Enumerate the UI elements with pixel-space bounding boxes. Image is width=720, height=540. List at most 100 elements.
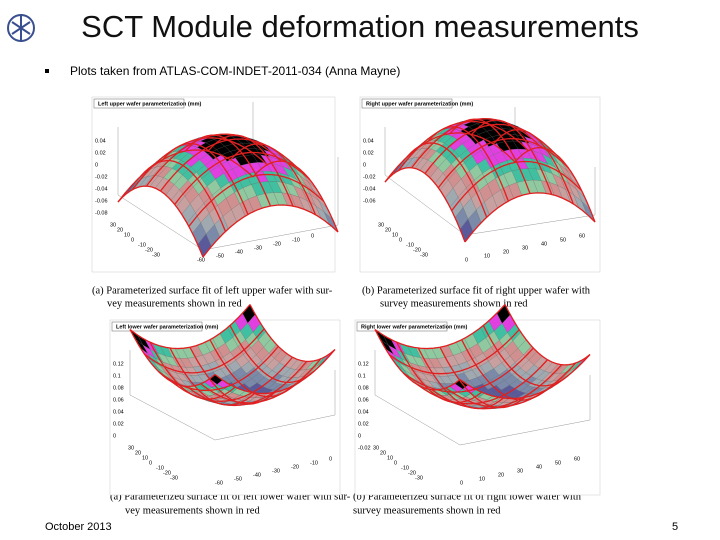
y-tick-label: 10 (392, 232, 398, 238)
y-tick-label: -30 (170, 475, 178, 481)
y-tick-label: 20 (385, 227, 391, 233)
x-tick-label: 30 (522, 245, 528, 251)
x-tick-label: -30 (254, 245, 262, 251)
bullet-text: Plots taken from ATLAS-COM-INDET-2011-03… (70, 64, 400, 78)
plot-title-box (356, 321, 448, 332)
plot-panel: Right upper wafer parameterization (mm) 0… (359, 96, 601, 273)
z-tick-label: 0.08 (358, 385, 369, 391)
x-tick-label: -40 (253, 472, 261, 478)
caption: vey measurements shown in red (125, 505, 260, 516)
plot-title: Right upper wafer parameterization (mm) (366, 101, 473, 107)
x-tick-label: -10 (292, 237, 300, 243)
bullet-mark (45, 69, 49, 73)
x-tick-label: 40 (541, 241, 547, 247)
survey-line (492, 128, 574, 205)
z-tick-label: 0.08 (113, 385, 124, 391)
plot-title-box (361, 98, 453, 109)
y-tick-label: -30 (420, 252, 428, 258)
z-tick-label: 0.02 (95, 150, 106, 156)
survey-line (459, 354, 591, 400)
z-tick-label: 0.1 (358, 373, 366, 379)
y-tick-label: 0 (131, 237, 134, 243)
y-tick-label: -10 (401, 465, 409, 471)
y-tick-label: -30 (415, 475, 423, 481)
y-tick-label: -20 (145, 247, 153, 253)
x-tick-label: 20 (498, 472, 504, 478)
y-tick-label: 10 (124, 232, 130, 238)
survey-line (514, 147, 596, 223)
z-tick-label: -0.04 (363, 186, 376, 192)
z-tick-label: -0.06 (95, 198, 108, 204)
y-tick-label: -10 (156, 465, 164, 471)
y-tick-label: -20 (163, 470, 171, 476)
z-tick-label: 0.12 (358, 361, 369, 367)
plot-panel: Right lower wafer parameterization (mm) 0… (354, 304, 601, 496)
x-tick-label: -10 (310, 460, 318, 466)
y-tick-label: -30 (152, 252, 160, 258)
logo (7, 14, 35, 42)
z-tick-label: 0.04 (363, 138, 374, 144)
x-tick-label: -60 (197, 257, 205, 263)
footer-date: October 2013 (45, 521, 112, 533)
caption: (a) Parameterized surface fit of left up… (92, 285, 333, 296)
z-tick-label: -0.06 (363, 198, 376, 204)
caption: survey measurements shown in red (380, 298, 528, 309)
z-tick-label: 0 (113, 433, 116, 439)
z-tick-label: 0.06 (113, 397, 124, 403)
caption: (b) Parameterized surface fit of right l… (353, 491, 582, 502)
x-tick-label: 50 (555, 460, 561, 466)
y-tick-label: -20 (408, 470, 416, 476)
page-number: 5 (672, 521, 678, 533)
z-tick-label: 0.1 (113, 373, 121, 379)
survey-line (229, 325, 316, 384)
plot-title-box (93, 98, 185, 109)
z-tick-label: 0.04 (358, 409, 369, 415)
z-tick-label: 0 (95, 162, 98, 168)
y-tick-label: -20 (413, 247, 421, 253)
plot-title-box (111, 321, 203, 332)
z-tick-label: -0.08 (95, 210, 108, 216)
survey-line (214, 349, 336, 395)
y-tick-label: -10 (138, 242, 146, 248)
z-tick-label: -0.02 (363, 174, 376, 180)
y-tick-label: 30 (110, 222, 116, 228)
z-tick-label: -0.04 (95, 186, 108, 192)
x-tick-label: 0 (329, 456, 332, 462)
y-tick-label: 0 (394, 460, 397, 466)
x-tick-label: 40 (536, 464, 542, 470)
plot-panel: Left upper wafer parameterization (mm) 0.… (91, 96, 339, 273)
x-tick-label: -20 (291, 464, 299, 470)
y-tick-label: 0 (399, 237, 402, 243)
survey-line (504, 304, 591, 366)
z-tick-label: 0.02 (358, 421, 369, 427)
y-tick-label: 0 (149, 460, 152, 466)
y-tick-label: 10 (142, 455, 148, 461)
plot-title: Left upper wafer parameterization (mm) (98, 101, 201, 107)
survey-line (482, 325, 569, 387)
y-tick-label: 20 (135, 450, 141, 456)
y-tick-label: 10 (387, 455, 393, 461)
plot-title: Left lower wafer parameterization (mm) (116, 324, 219, 330)
z-tick-label: 0.06 (358, 397, 369, 403)
y-tick-label: 20 (380, 450, 386, 456)
x-tick-label: -20 (273, 241, 281, 247)
survey-line (202, 204, 339, 258)
y-tick-label: 20 (117, 227, 123, 233)
z-tick-label: 0.02 (363, 150, 374, 156)
x-tick-label: 10 (479, 476, 485, 482)
z-tick-label: -0.02 (358, 445, 371, 451)
x-tick-label: 20 (503, 249, 509, 255)
x-tick-label: -50 (234, 476, 242, 482)
x-tick-label: -30 (272, 468, 280, 474)
z-tick-label: 0 (363, 162, 366, 168)
y-tick-label: 30 (128, 445, 134, 451)
caption: (a) Parameterized surface fit of left lo… (110, 491, 351, 502)
survey-line (252, 160, 339, 233)
survey-line (464, 192, 596, 243)
z-tick-label: 0.12 (113, 361, 124, 367)
z-tick-label: 0.04 (113, 409, 124, 415)
x-tick-label: -60 (215, 480, 223, 486)
survey-line (249, 304, 336, 363)
survey-line (230, 143, 317, 216)
